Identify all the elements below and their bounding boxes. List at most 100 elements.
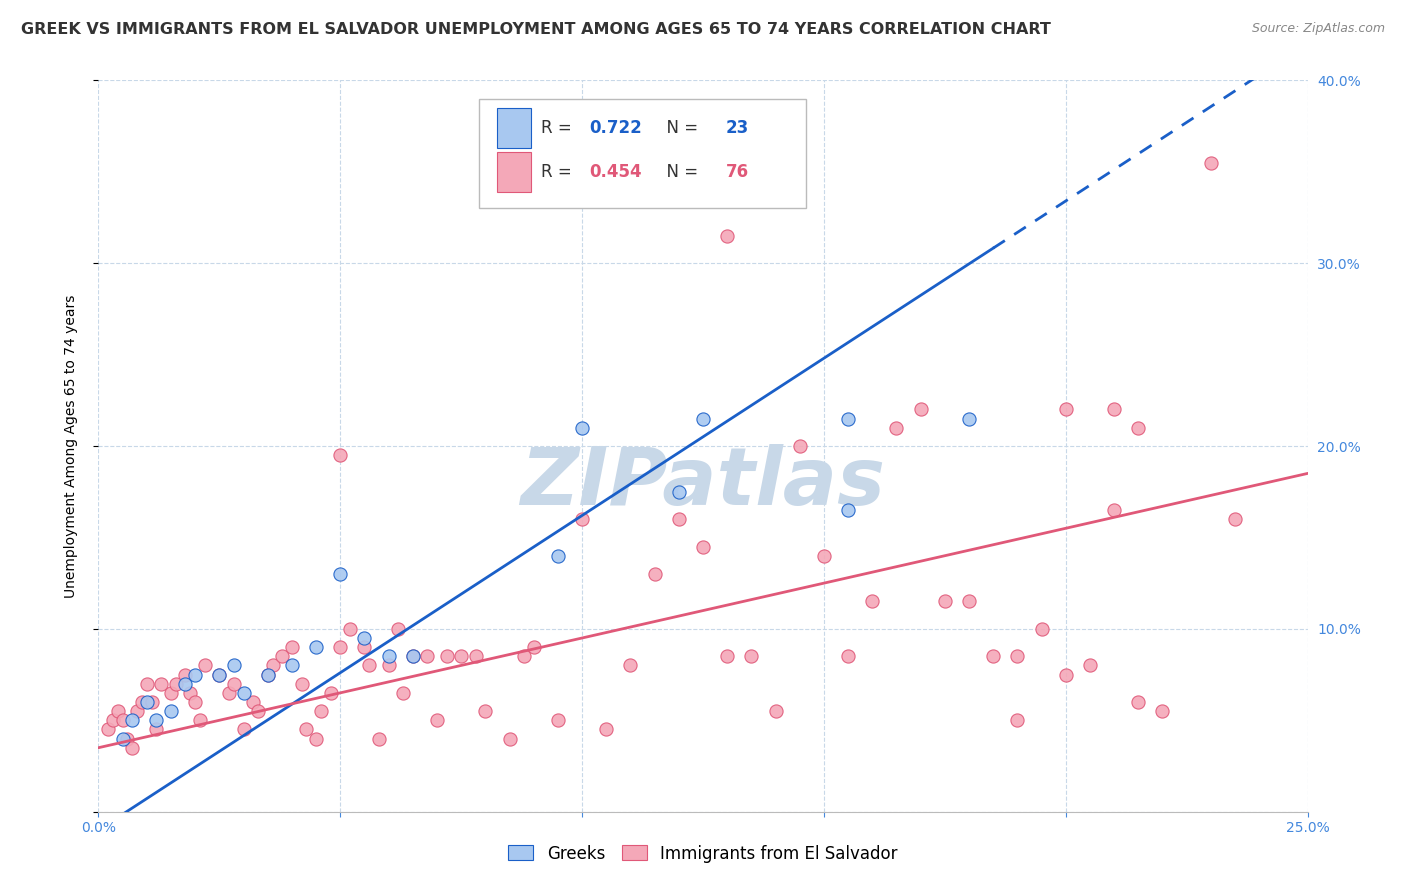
Point <box>1102 503 1125 517</box>
Point <box>416 649 439 664</box>
Point <box>644 567 666 582</box>
Point <box>498 731 520 746</box>
Point <box>402 649 425 664</box>
Point <box>402 649 425 664</box>
Point <box>436 649 458 664</box>
Point <box>464 649 486 664</box>
Point <box>353 640 375 655</box>
Point <box>392 686 415 700</box>
Point <box>934 594 956 608</box>
Point <box>1128 695 1150 709</box>
Point <box>368 731 391 746</box>
Point <box>329 567 352 582</box>
Point <box>571 512 593 526</box>
Point <box>295 723 318 737</box>
Point <box>981 649 1004 664</box>
Point <box>1007 714 1029 728</box>
Text: N =: N = <box>655 162 703 181</box>
Point <box>765 704 787 718</box>
Text: 76: 76 <box>725 162 749 181</box>
Point <box>117 731 139 746</box>
Point <box>837 411 859 425</box>
Point <box>619 658 641 673</box>
Point <box>256 667 278 681</box>
Text: ZIPatlas: ZIPatlas <box>520 443 886 522</box>
Point <box>208 667 231 681</box>
Point <box>450 649 472 664</box>
Point <box>222 676 245 690</box>
Point <box>1199 155 1222 169</box>
Point <box>242 695 264 709</box>
Point <box>571 421 593 435</box>
Point <box>305 640 328 655</box>
Text: R =: R = <box>541 162 576 181</box>
Point <box>957 594 980 608</box>
Point <box>359 658 381 673</box>
Point <box>232 723 254 737</box>
Point <box>262 658 284 673</box>
Point <box>141 695 163 709</box>
Point <box>184 695 207 709</box>
Point <box>860 594 883 608</box>
Point <box>426 714 449 728</box>
Point <box>135 676 157 690</box>
Point <box>837 503 859 517</box>
Point <box>1054 402 1077 417</box>
Point <box>184 667 207 681</box>
Point <box>957 411 980 425</box>
Point <box>165 676 187 690</box>
Point <box>740 649 762 664</box>
Point <box>387 622 409 636</box>
Point <box>513 649 536 664</box>
Point <box>188 714 211 728</box>
Point <box>353 631 375 645</box>
Point <box>160 704 183 718</box>
Point <box>547 549 569 563</box>
Point <box>131 695 153 709</box>
Point <box>127 704 149 718</box>
Point <box>319 686 342 700</box>
Text: 23: 23 <box>725 119 749 136</box>
Point <box>1128 421 1150 435</box>
FancyBboxPatch shape <box>498 152 531 192</box>
Point <box>179 686 201 700</box>
Point <box>101 714 124 728</box>
Point <box>174 676 197 690</box>
Point <box>271 649 294 664</box>
Point <box>208 667 231 681</box>
Point <box>523 640 546 655</box>
FancyBboxPatch shape <box>479 99 806 209</box>
Point <box>232 686 254 700</box>
Point <box>1031 622 1053 636</box>
Point <box>150 676 173 690</box>
Point <box>668 484 690 499</box>
Y-axis label: Unemployment Among Ages 65 to 74 years: Unemployment Among Ages 65 to 74 years <box>63 294 77 598</box>
Point <box>377 649 399 664</box>
Point <box>111 731 134 746</box>
Point <box>1102 402 1125 417</box>
Point <box>789 439 811 453</box>
Point <box>716 228 738 243</box>
Point <box>595 723 617 737</box>
Point <box>329 640 352 655</box>
Text: R =: R = <box>541 119 576 136</box>
Point <box>222 658 245 673</box>
FancyBboxPatch shape <box>498 108 531 148</box>
Point <box>111 714 134 728</box>
Point <box>160 686 183 700</box>
Text: Source: ZipAtlas.com: Source: ZipAtlas.com <box>1251 22 1385 36</box>
Point <box>329 448 352 462</box>
Legend: Greeks, Immigrants from El Salvador: Greeks, Immigrants from El Salvador <box>502 838 904 869</box>
Point <box>281 658 304 673</box>
Point <box>145 723 167 737</box>
Point <box>247 704 270 718</box>
Point <box>1152 704 1174 718</box>
Point <box>305 731 328 746</box>
Point <box>218 686 240 700</box>
Point <box>377 658 399 673</box>
Point <box>194 658 217 673</box>
Point <box>1007 649 1029 664</box>
Point <box>135 695 157 709</box>
Point <box>1223 512 1246 526</box>
Point <box>837 649 859 664</box>
